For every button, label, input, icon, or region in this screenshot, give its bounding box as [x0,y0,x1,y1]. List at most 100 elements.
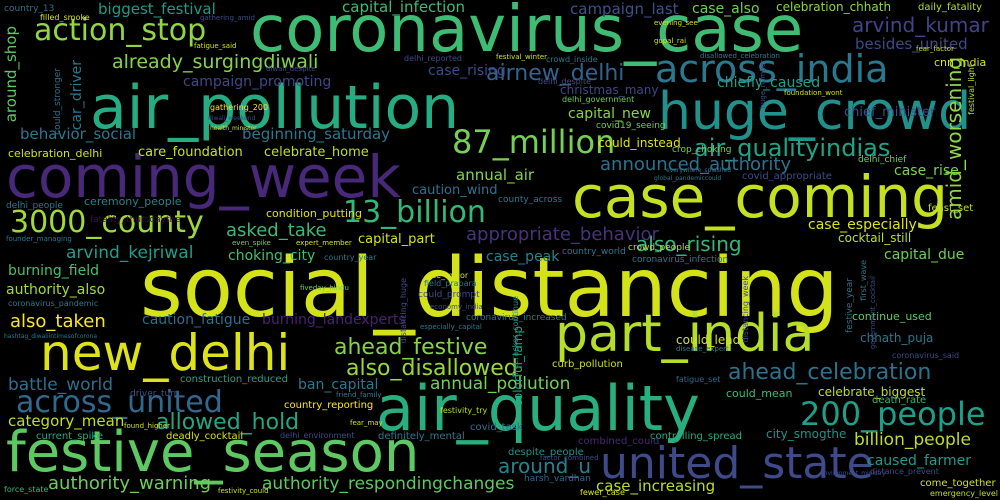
word-could-stronger: could_stronger [53,68,63,135]
word-festivity-could: festivity_could [218,487,269,495]
word-delhi-environment: delhi_environment [280,431,355,440]
word-capital-infection: capital_infection [342,0,466,16]
word-coronavirus-said: coronavirus_said [892,351,960,360]
word-annual-air: annual_air [456,166,535,184]
word-huge-number: huge_number [759,60,767,109]
word-across-united: across_united [16,385,223,420]
word-burning-landexperts: burning_landexperts [262,312,406,328]
word-besides-united: besides_united [855,35,968,53]
word-covid19-seeing: covid19_seeing [596,121,666,131]
word-allowed-hold: allowed_hold [156,410,300,435]
word-distancing-huge: distancing_huge [399,278,408,344]
word-also-rising: also_rising [636,232,742,256]
word-celebration-delhi: celebration_delhi [8,147,103,160]
word-13-billion: 13_billion [343,195,486,230]
word-cocktail-still: cocktail_still [838,231,912,245]
word-global-pandemiccould: global_pandemiccould [654,175,722,182]
word-delhi-people: delhi_people [6,201,63,211]
word-friend-family: friend_family [336,391,382,399]
word-country-reporting: country_reporting [284,400,374,411]
word-fewer-case: fewer_case [580,488,625,497]
word-cnn-india: cnn_india [934,56,987,69]
word-arvind-kejriwal: arvind_kejriwal [66,243,194,263]
word-gathering-amid: gathering_amid [200,14,255,22]
word-distancing-week: distancing_week [741,276,750,343]
word-filled-smoke: filled_smoke [40,13,90,22]
word-could-instead: could_instead [598,136,681,150]
word-fatigue-said: fatigue_said [194,42,237,50]
word-country-year: country_year [324,253,377,262]
word-foundation-wont: foundation_wont [784,89,843,97]
word-crowd-people: crowd_people [628,243,691,253]
word-authority-warning: authority_warning [48,473,212,494]
word-ahead-festive: ahead_festive [334,335,488,360]
word-construction-reduced: construction_reduced [180,374,288,385]
word-case-rising: case_rising [428,63,506,79]
word-economy-india: economy_india [430,303,483,311]
word-campaign-last: campaign_last [570,0,679,18]
word-festival-winter: festival_winter [496,53,548,61]
word-part-india: part_india [555,304,815,364]
word-appropriate-behavior: appropriate_behavior [466,224,659,245]
word-air-pollution: air_pollution [90,73,460,143]
word-fear-may: fear_may [350,419,383,427]
word-case-rise: case_rise [894,163,959,179]
word-united-state: united_state [600,438,874,489]
word-festive-season: festive_season [6,420,420,485]
word-factor-combined: factor_combined [540,454,599,462]
word-case-also: case_also [692,1,760,17]
word-caused-farmer: caused_farmer [867,453,971,469]
word-county-across: county_across [498,195,563,205]
word-case-increasing: case_increasing [596,477,716,495]
word-ahead-celebration: ahead_celebration [728,360,932,385]
word-force-state: force_state [4,485,49,494]
word-country-world: country_world [562,247,626,257]
word-new-delhi: new_delhi [40,324,291,382]
word-firecracker-continue: firecracker_continue [511,296,520,378]
word-chiefly-caused: chiefly_caused [717,75,821,91]
word-founder-managing: founder_managing [6,235,72,243]
word-delhi-reported: delhi_reported [404,54,462,63]
word-biggest-festival: biggest_festival [98,0,216,18]
word-daily-fatality: daily_fatality [918,2,983,13]
word-87-million: 87_million [452,123,616,161]
word-could-lead: could_lead [676,333,741,347]
word-despite-people: despite_people [508,447,584,458]
word-ban-capital: ban_capital [298,377,379,393]
word-capital-part: capital_part [358,232,435,247]
word-gathering-200: gathering_200 [210,103,269,112]
word-case-peak: case_peak [486,249,560,265]
word-chief-minister: chief_minister [844,105,936,120]
word-come-together: come_together [920,478,996,489]
word-amid-worsening: amid_worsening [942,56,966,220]
word-could-prompt: could_prompt [418,290,480,300]
word-fatality-thursdaythe: fatality_thursdaythe [90,215,181,225]
word-covid-appropriate: covid_appropriate [742,171,832,182]
word-also-taken: also_taken [10,311,106,332]
word-coming-week: coming_week [6,143,401,211]
word-3000-county: 3000_county [10,205,204,240]
word-environment-ministry: environment_ministry [820,470,886,477]
word-chhath-puja: chhath_puja [860,331,934,345]
word-action-stop: action_stop [34,13,207,48]
word-coronavirus-pandemic: coronavirus_pandemic [8,299,99,308]
word-first-wave: first_wave [859,260,868,301]
word-distance-prevent: distance_prevent [870,467,939,476]
word-delhi-chief: delhi_chief [858,155,907,165]
word-driver-turn: driver_turn [130,389,180,399]
word-especially-capital: especially_capital [420,323,482,331]
word-crowd-inside: crowd_inside [546,55,598,64]
word-200-people: 200_people [800,395,986,433]
word-feast-set: feast_set [928,203,974,214]
word-evening-see: evening_see [654,19,698,27]
word-ceremony-people: ceremony_people [84,195,182,208]
word-coronavirus-infection: coronavirus_infection [632,255,729,265]
word-combined-could: combined_could [578,436,660,447]
word-capital-new: capital_new [568,106,651,122]
word-continue-used: continue_used [852,310,932,323]
word-air-qualityindias: air_qualityindias [694,134,891,162]
word-category-mean: category_mean [8,412,125,430]
word-already-surgingdiwali: already_surgingdiwali [112,51,319,73]
word-hashtag-diwaliintimesofcorona: hashtag_diwaliintimesofcorona [4,333,98,340]
